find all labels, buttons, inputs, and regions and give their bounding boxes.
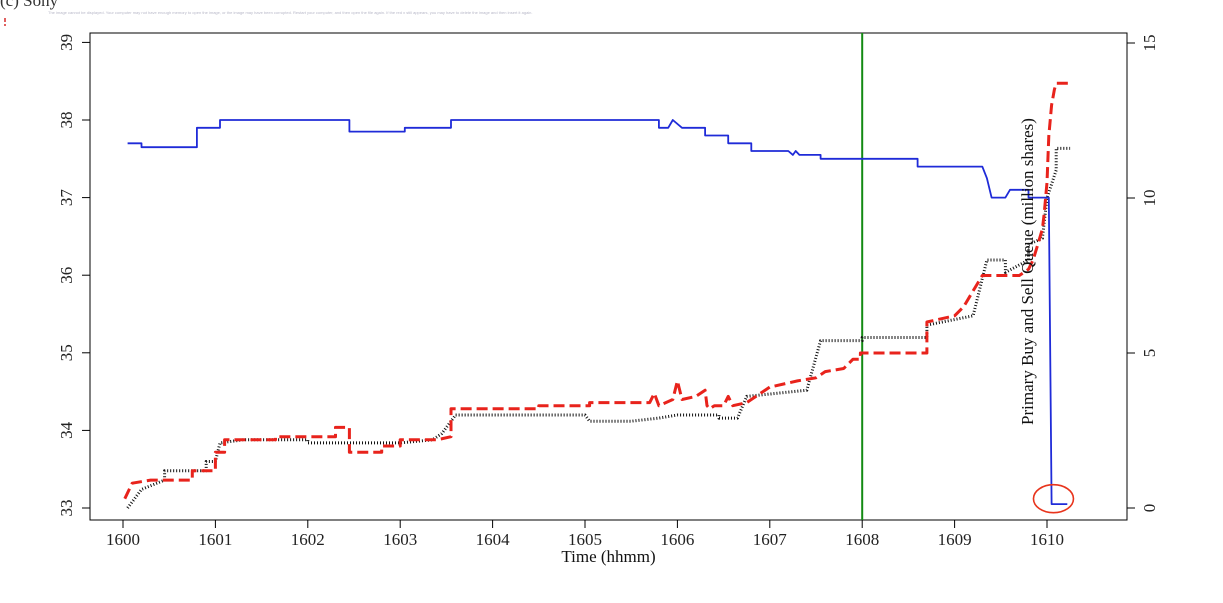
y-tick-label: 35 <box>57 344 76 361</box>
y-tick-label: 38 <box>57 112 76 129</box>
x-tick-label: 1604 <box>476 530 511 549</box>
y2-axis-title: Primary Buy and Sell Queue (million shar… <box>1018 118 1037 425</box>
x-tick-label: 1601 <box>198 530 232 549</box>
series-line-dotted <box>126 146 1071 509</box>
x-tick-label: 1606 <box>660 530 694 549</box>
highlight-ellipse <box>1032 483 1075 514</box>
x-tick-label: 1609 <box>938 530 972 549</box>
y-tick-label: 36 <box>57 267 76 284</box>
y-axis-right: 0 5 10 15 <box>1127 35 1159 513</box>
x-tick-label: 1605 <box>568 530 602 549</box>
series-line-solid <box>127 119 1068 505</box>
x-tick-label: 1610 <box>1030 530 1064 549</box>
y-tick-label: 39 <box>57 34 76 51</box>
missing-image-note: The image cannot be displayed. Your comp… <box>48 10 533 15</box>
y-tick-label: 33 <box>57 500 76 517</box>
series-layer <box>123 81 1071 509</box>
plot-frame <box>89 32 1128 521</box>
panel-label: (c) Sony <box>0 0 59 10</box>
y-tick-label: 34 <box>57 421 76 439</box>
x-tick-label: 1603 <box>383 530 417 549</box>
y-axis-left: 33 34 35 36 37 38 39 <box>57 34 90 517</box>
x-axis: 1600 1601 1602 1603 1604 1605 1606 1607 1608 1609… <box>106 520 1064 549</box>
x-tick-label: 1602 <box>291 530 325 549</box>
x-tick-label: 1608 <box>845 530 879 549</box>
series-line-dashed <box>123 81 1071 500</box>
x-axis-title: Time (hhmm) <box>561 547 655 566</box>
y2-tick-label: 0 <box>1140 504 1159 513</box>
y2-tick-label: 10 <box>1140 190 1159 207</box>
y2-tick-label: 5 <box>1140 349 1159 358</box>
x-tick-label: 1607 <box>753 530 788 549</box>
y-tick-label: 37 <box>57 189 76 207</box>
x-tick-label: 1600 <box>106 530 140 549</box>
y2-tick-label: 15 <box>1140 35 1159 52</box>
broken-image-icon <box>4 18 6 26</box>
annotation-layer <box>1032 483 1075 514</box>
